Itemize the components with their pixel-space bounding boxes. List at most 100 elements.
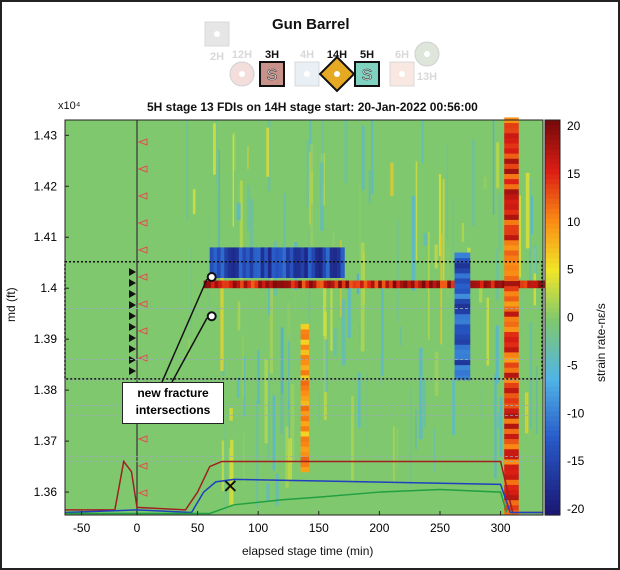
well-label: 3H [265, 49, 279, 61]
heatmap-streak [283, 193, 286, 254]
heatmap-band-cell [476, 280, 481, 289]
heatmap-band-cell [298, 280, 303, 289]
colorbar-cell [545, 485, 560, 491]
well-dot-icon [424, 51, 430, 57]
heatmap-band-cell [203, 280, 208, 289]
well-4H: 4H [294, 49, 320, 87]
heatmap-streak [418, 347, 423, 440]
well-symbol: S [362, 67, 373, 84]
heatmap-streak [267, 371, 270, 461]
heatmap-band-cell [323, 280, 328, 289]
heatmap-vertical-cell [504, 265, 519, 271]
heatmap-vertical-cell [300, 354, 310, 361]
heatmap-vertical-cell [504, 326, 519, 333]
heatmap-band-cell [432, 280, 437, 289]
heatmap-band-cell [381, 280, 386, 289]
heatmap-streak [266, 483, 270, 502]
heatmap-streak [243, 432, 245, 485]
heatmap-band-cell [254, 280, 259, 289]
heatmap-band-cell [265, 280, 270, 289]
heatmap-band-cell [220, 247, 225, 278]
y-tick-label: 1.38 [34, 383, 58, 397]
heatmap-streak [411, 195, 416, 291]
heatmap-vertical-cell [504, 474, 519, 480]
heatmap-band-cell [326, 247, 331, 278]
heatmap-band-cell [210, 280, 216, 289]
heatmap-streak [249, 198, 254, 264]
heatmap-band-cell [447, 280, 452, 289]
annotation-line2: intersections [135, 403, 211, 417]
colorbar-cell [545, 322, 560, 328]
heatmap-vertical-cell [300, 374, 310, 381]
colorbar-cell [545, 282, 560, 289]
heatmap-streak [360, 242, 365, 352]
heatmap-band-cell [238, 247, 243, 278]
heatmap-vertical-cell [504, 158, 519, 164]
well-label: 12H [232, 49, 252, 61]
heatmap-streak [323, 280, 327, 336]
heatmap-streak [232, 132, 236, 171]
perf-marker-icon [137, 138, 148, 146]
heatmap-band-cell [407, 280, 412, 289]
colorbar-cell [545, 302, 560, 309]
cluster-marker-icon [129, 323, 136, 331]
heatmap-band-cell [221, 280, 226, 289]
heatmap-streak [269, 277, 274, 374]
heatmap-vertical-cell [504, 168, 519, 175]
heatmap-streak [486, 297, 490, 366]
heatmap-streak [410, 387, 412, 488]
pressure-curve [65, 459, 543, 514]
well-dot-icon [214, 31, 220, 37]
colorbar-tick-label: 0 [567, 311, 574, 325]
heatmap-band-cell [341, 280, 346, 289]
colorbar-cell [545, 440, 560, 447]
heatmap-band-cell [340, 247, 345, 278]
colorbar-cell [545, 223, 560, 230]
heatmap-streak [499, 397, 503, 457]
heatmap-vertical-cell [504, 132, 519, 139]
heatmap-band-cell [290, 280, 296, 289]
x-tick-label: 200 [369, 521, 389, 535]
heatmap-vertical-cell [454, 252, 471, 259]
heatmap-streak [529, 322, 533, 430]
heatmap-vertical-cell [300, 390, 310, 396]
heatmap-band-cell [280, 280, 285, 289]
heatmap-streak [494, 374, 497, 479]
heatmap-streak [446, 143, 449, 242]
heatmap-vertical-cell [504, 142, 519, 149]
heatmap-streak [273, 384, 276, 398]
heatmap-vertical-cell [454, 278, 471, 284]
heatmap-streak [392, 426, 395, 483]
heatmap-band-cell [378, 280, 383, 289]
colorbar-cell [545, 169, 560, 175]
heatmap-streak [237, 301, 241, 331]
colorbar-cell [545, 278, 560, 284]
heatmap-vertical-cell [504, 275, 519, 282]
well-label: 6H [395, 49, 409, 61]
heatmap-streak [330, 288, 333, 351]
heatmap-vertical-cell [300, 436, 310, 442]
heatmap-band-cell [385, 280, 390, 289]
heatmap-streak [285, 426, 289, 488]
heatmap-streak [281, 393, 285, 452]
heatmap-band-cell [483, 280, 488, 289]
heatmap-vertical-cell [504, 244, 519, 251]
perf-marker-icon [137, 219, 148, 227]
perf-marker-icon [137, 300, 148, 308]
heatmap-band-cell [315, 247, 320, 278]
heatmap-vertical-cell [504, 341, 519, 348]
heatmap-vertical-cell [300, 385, 310, 391]
heatmap-band-cell [250, 280, 256, 289]
heatmap-streak [480, 386, 483, 421]
colorbar-cell [545, 253, 560, 259]
heatmap-streak [272, 395, 276, 471]
heatmap-streak [220, 276, 224, 372]
fdi-point [206, 311, 217, 322]
heatmap-streak [306, 139, 310, 208]
heatmap-streak [229, 448, 231, 507]
heatmap-band-cell [301, 280, 306, 289]
heatmap-streak [320, 162, 324, 232]
heatmap-streak [288, 400, 290, 452]
heatmap-streak [321, 120, 324, 186]
heatmap-streak [230, 439, 234, 505]
